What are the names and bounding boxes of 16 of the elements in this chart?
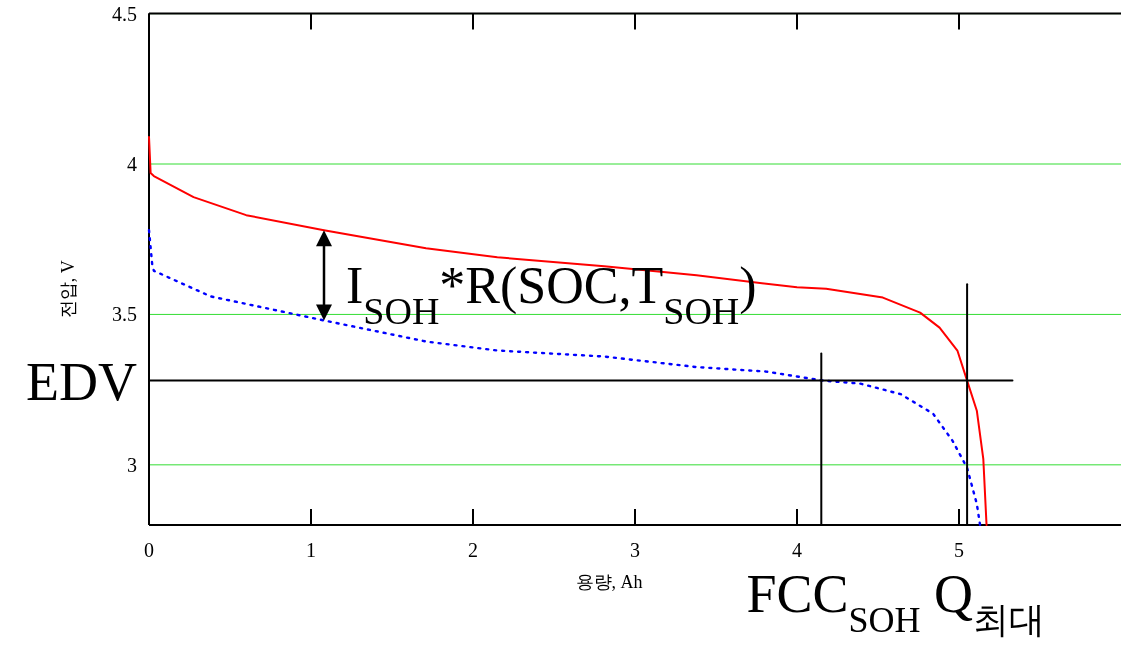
- line-series: [147, 228, 982, 527]
- text: FCC$_{SOH}$ Q$_{최대}$: [746, 564, 1045, 640]
- x-tick-label: 2: [468, 539, 478, 561]
- x-tick-label: 0: [144, 539, 154, 561]
- y-tick-label: 4: [127, 153, 137, 176]
- y-tick-label: 3: [127, 453, 137, 476]
- x-axis-title: 용량, Ah: [575, 572, 643, 592]
- x-tick-label: 4: [792, 539, 802, 561]
- x-tick-label: 5: [954, 539, 964, 561]
- y-tick-label: 3.5: [112, 303, 137, 326]
- annotation: EDV: [26, 351, 137, 412]
- line-series: [148, 135, 988, 526]
- x-tick-label: 1: [306, 539, 316, 561]
- y-tick-label: 4.5: [112, 2, 137, 25]
- y-axis-title: 전압, V: [58, 260, 78, 319]
- x-tick-label: 3: [630, 539, 640, 561]
